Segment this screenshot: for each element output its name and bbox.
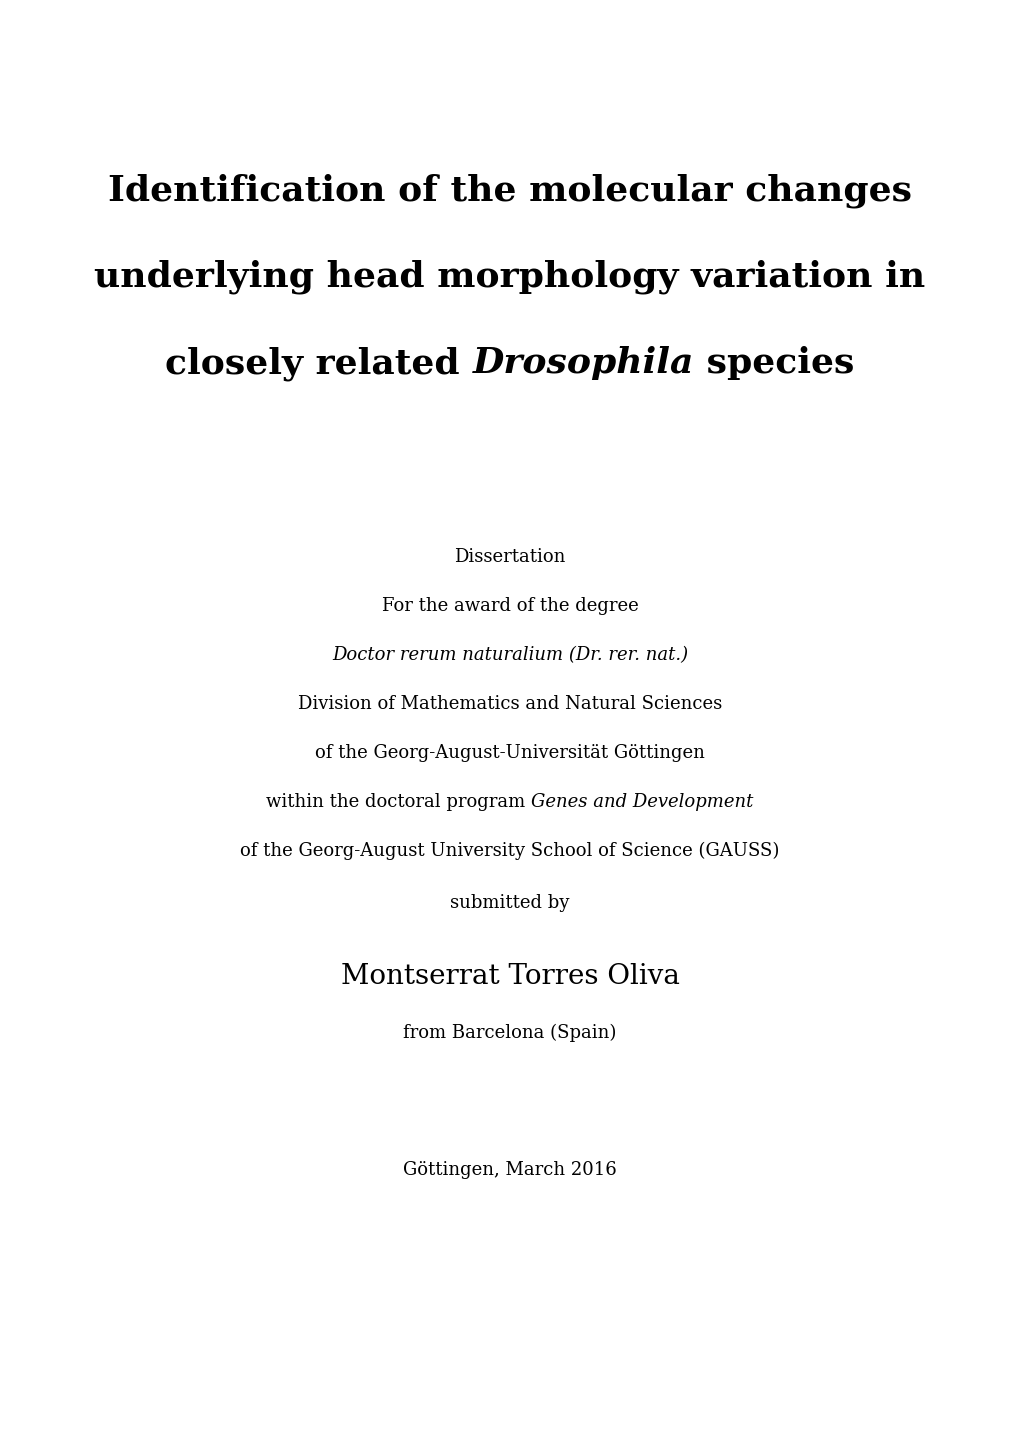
Text: from Barcelona (Spain): from Barcelona (Spain) xyxy=(403,1024,616,1043)
Text: within the doctoral program: within the doctoral program xyxy=(266,793,531,810)
Text: Genes and Development: Genes and Development xyxy=(531,793,753,810)
Text: For the award of the degree: For the award of the degree xyxy=(381,597,638,614)
Text: Drosophila: Drosophila xyxy=(472,346,694,381)
Text: of the Georg-August-Universität Göttingen: of the Georg-August-Universität Göttinge… xyxy=(315,744,704,761)
Text: submitted by: submitted by xyxy=(449,894,570,911)
Text: Dissertation: Dissertation xyxy=(453,548,566,565)
Text: Doctor rerum naturalium (Dr. rer. nat.): Doctor rerum naturalium (Dr. rer. nat.) xyxy=(331,646,688,663)
Text: Identification of the molecular changes: Identification of the molecular changes xyxy=(108,173,911,208)
Text: of the Georg-August University School of Science (GAUSS): of the Georg-August University School of… xyxy=(240,842,779,861)
Text: Division of Mathematics and Natural Sciences: Division of Mathematics and Natural Scie… xyxy=(298,695,721,712)
Text: Göttingen, March 2016: Göttingen, March 2016 xyxy=(403,1161,616,1178)
Text: species: species xyxy=(694,346,854,381)
Text: closely related: closely related xyxy=(165,346,472,381)
Text: Montserrat Torres Oliva: Montserrat Torres Oliva xyxy=(340,963,679,991)
Text: underlying head morphology variation in: underlying head morphology variation in xyxy=(95,260,924,294)
